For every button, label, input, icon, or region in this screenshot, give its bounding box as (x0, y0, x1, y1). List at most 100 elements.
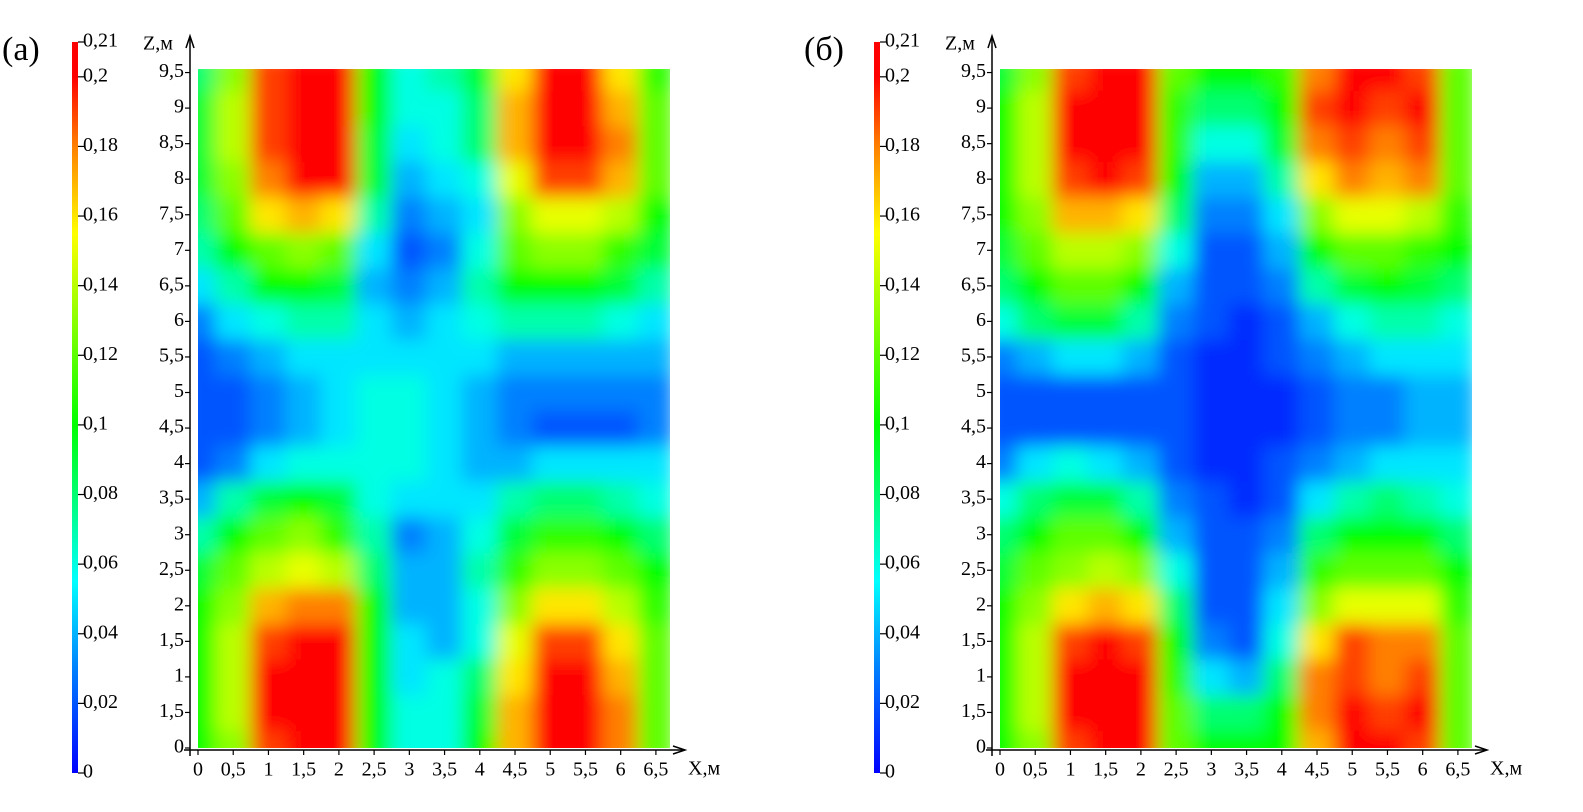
heat-cell (250, 267, 287, 305)
heat-cell (1158, 232, 1195, 269)
heat-cell (567, 658, 604, 696)
colorbar-tick-label: 0,16 (83, 204, 118, 226)
heat-cell (1263, 374, 1300, 411)
heat-cell (1017, 551, 1054, 589)
heat-cell (391, 516, 428, 553)
heat-cell (356, 125, 393, 162)
heat-cell (461, 338, 498, 376)
y-tick-label: 5,5 (961, 345, 986, 367)
heat-cell (1334, 374, 1371, 411)
heat-cell (391, 445, 428, 482)
colorbar-tick-label: 0,12 (83, 343, 118, 365)
heat-cell (1087, 658, 1124, 696)
heat-cell (198, 338, 217, 376)
heat-cell (1334, 125, 1371, 162)
y-tick-label: 1,5 (159, 629, 184, 651)
heat-cell (320, 729, 358, 748)
heat-cell (215, 160, 252, 198)
heat-cell (1369, 480, 1406, 518)
y-axis-arrow (987, 33, 997, 49)
heat-cell (1228, 658, 1265, 696)
heat-cell (391, 480, 428, 518)
heat-cell (1369, 196, 1406, 234)
heat-cell (1193, 551, 1230, 589)
heat-cell (285, 516, 322, 553)
y-tick-label: 2,5 (159, 558, 184, 580)
heat-cell (1298, 69, 1336, 91)
heat-cell (250, 516, 287, 553)
heat-cell (391, 729, 428, 748)
heat-cell (1052, 480, 1089, 518)
heat-cell (1122, 196, 1160, 234)
heat-cell (1298, 480, 1336, 518)
y-tick-label: 5 (976, 380, 986, 402)
y-tick-label: 4,5 (961, 416, 986, 438)
heat-cell (602, 338, 639, 376)
heat-cell (1404, 409, 1441, 447)
heat-cell (1193, 267, 1230, 305)
heat-cell (198, 160, 217, 198)
heat-cell (1228, 196, 1265, 234)
heat-cell (1334, 729, 1371, 748)
heat-cell (320, 89, 358, 127)
heat-cell (1000, 516, 1019, 553)
heat-cell (1334, 303, 1371, 340)
x-tick-label: 2 (1136, 759, 1146, 781)
heat-cell (320, 516, 358, 553)
heat-cell (1017, 729, 1054, 748)
heat-cell (1263, 694, 1300, 731)
heat-cell (532, 445, 569, 482)
x-tick-label: 2,5 (1164, 759, 1189, 781)
heat-cell (567, 125, 604, 162)
heat-cell (637, 551, 670, 589)
heat-cell (1404, 658, 1441, 696)
heat-cell (532, 551, 569, 589)
heat-cell (637, 89, 670, 127)
heat-cell (602, 160, 639, 198)
y-axis-label: Z,м (945, 33, 975, 55)
x-tick-label: 0 (995, 759, 1005, 781)
x-axis-arrow (672, 745, 688, 755)
heat-cell (1052, 89, 1089, 127)
heat-cell (567, 267, 604, 305)
heat-cell (1369, 338, 1406, 376)
colorbar-tick-label: 0,06 (885, 552, 920, 574)
heat-cell (532, 409, 569, 447)
x-tick-label: 1,5 (291, 759, 316, 781)
x-tick-label: 5,5 (1375, 759, 1400, 781)
heat-cell (1263, 338, 1300, 376)
heat-cell (1439, 480, 1472, 518)
y-tick-label: 9 (174, 96, 184, 118)
heat-cell (1228, 480, 1265, 518)
heat-cell (1158, 196, 1195, 234)
heat-cell (320, 480, 358, 518)
heat-cell (1334, 409, 1371, 447)
colorbar-tick-label: 0 (83, 761, 93, 783)
heat-cell (1404, 551, 1441, 589)
heat-cell (1298, 729, 1336, 748)
heat-cell (1193, 232, 1230, 269)
colorbar-tick-label: 0,04 (885, 621, 920, 643)
heat-cell (1263, 480, 1300, 518)
heat-cell (1439, 551, 1472, 589)
heat-cell (1000, 160, 1019, 198)
heat-cell (496, 196, 534, 234)
heat-cell (496, 160, 534, 198)
y-tick-label: 6,5 (159, 273, 184, 295)
heat-cell (1334, 160, 1371, 198)
heat-cell (320, 445, 358, 482)
heat-cell (1298, 551, 1336, 589)
heat-cell (1052, 551, 1089, 589)
heat-cell (215, 658, 252, 696)
heat-cell (1263, 160, 1300, 198)
heat-cell (1052, 303, 1089, 340)
heat-cell (285, 160, 322, 198)
heat-cell (567, 69, 604, 91)
heat-cell (1193, 516, 1230, 553)
y-tick-label: 1 (976, 664, 986, 686)
heat-cell (285, 89, 322, 127)
heat-cell (1087, 551, 1124, 589)
heat-cell (1439, 160, 1472, 198)
heat-cell (1000, 551, 1019, 589)
heat-cell (567, 409, 604, 447)
